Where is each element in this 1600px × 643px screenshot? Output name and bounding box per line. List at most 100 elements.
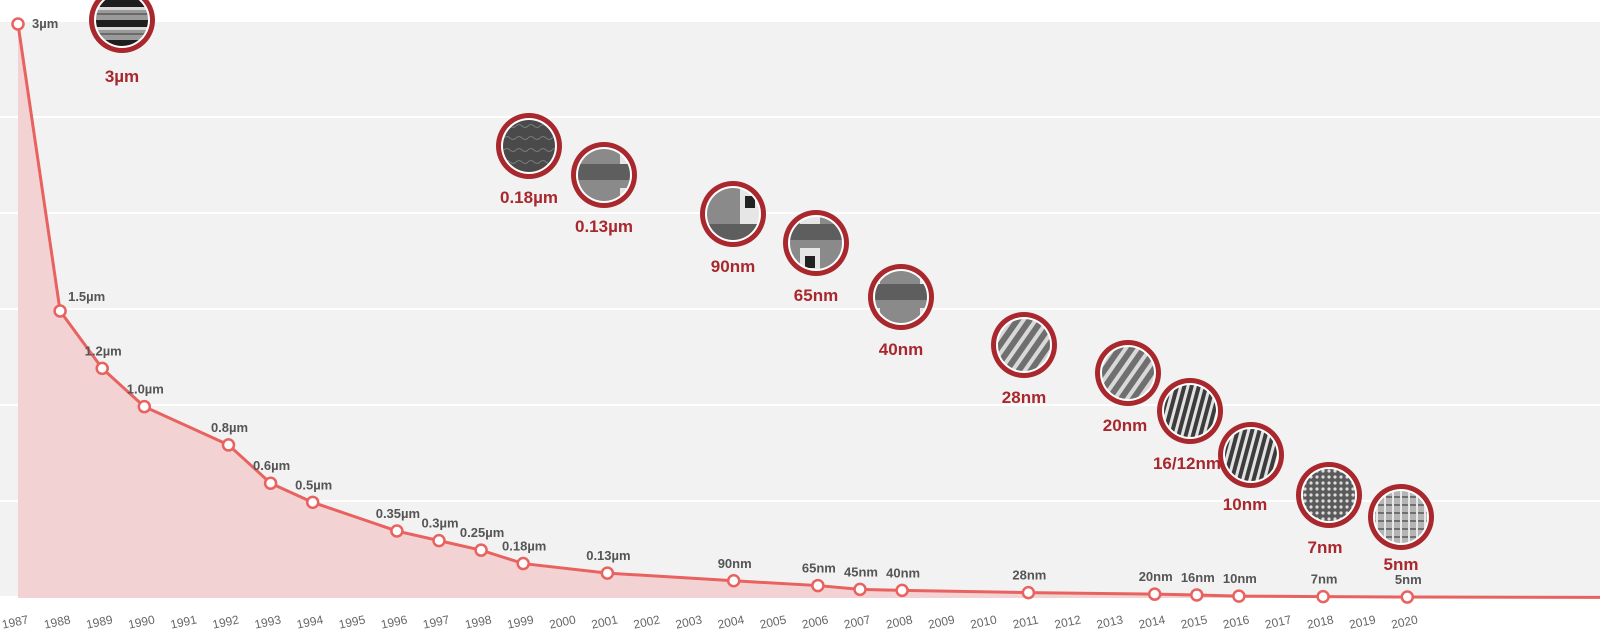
x-tick-label: 2012 [1053,612,1082,631]
x-tick-label: 1996 [380,612,409,631]
data-point [137,399,152,414]
process-node-image [1296,462,1362,528]
area-fill [18,24,1600,598]
x-tick-label: 2003 [674,612,703,631]
point-value-label: 1.2µm [85,343,122,358]
point-label-layer: 3µm1.5µm1.2µm1.0µm0.8µm0.6µm0.5µm0.35µm0… [32,16,1422,587]
point-value-label: 28nm [1012,568,1046,583]
process-node-image-layer: 3µm 0.18µm 0.13µm 90nm 65nm 40nm 28nm 20nm 16/12… [89,0,1434,574]
process-node-label: 90nm [711,257,755,276]
process-node-image [496,113,562,179]
data-point [263,476,278,490]
grid-band [0,118,1600,212]
node-texture [503,120,555,172]
point-value-label: 20nm [1139,569,1173,584]
data-point [853,582,867,597]
point-value-label: 0.5µm [295,477,332,492]
x-tick-label: 2016 [1222,612,1251,631]
x-tick-label: 1999 [506,612,535,631]
point-value-label: 16nm [1181,570,1215,585]
node-texture [578,149,630,201]
data-point [474,543,488,557]
x-tick-label: 2001 [590,612,619,631]
process-node-image [1095,340,1161,406]
x-tick-label: 2009 [927,612,956,631]
process-node-image [1157,378,1223,444]
x-tick-label: 1991 [169,612,198,631]
x-tick-label: 2008 [885,612,914,631]
node-texture [1102,347,1154,399]
data-point [1400,590,1415,604]
x-tick-label: 1989 [85,612,114,631]
x-tick-label: 2004 [716,612,745,631]
process-node-label: 28nm [1002,388,1046,407]
process-node-label: 0.13µm [575,217,633,236]
x-tick-label: 2015 [1179,612,1208,631]
data-point [1316,589,1330,604]
x-tick-label: 1998 [464,612,493,631]
process-node-image [1218,422,1284,488]
node-texture [875,271,927,323]
point-value-label: 7nm [1311,572,1338,587]
data-point [726,574,741,588]
x-tick-label: 2018 [1306,612,1335,631]
data-point [390,524,404,538]
grid-band [0,310,1600,404]
data-point [11,17,25,31]
point-value-label: 40nm [886,565,920,580]
process-node-label: 3µm [105,67,139,86]
process-node-image [1368,484,1434,550]
data-point [95,361,109,376]
x-tick-label: 2019 [1348,612,1377,631]
process-node-label: 40nm [879,340,923,359]
x-tick-label: 1992 [211,612,240,631]
process-node-image [868,264,934,330]
process-node-label: 16/12nm [1153,454,1221,473]
node-texture [998,319,1050,371]
x-tick-label: 2011 [1011,612,1039,631]
point-value-label: 5nm [1395,572,1422,587]
process-node-image [89,0,155,53]
x-tick-label: 2020 [1390,612,1419,631]
node-texture [790,217,842,269]
process-node-image [991,312,1057,378]
data-point [811,578,825,593]
point-value-label: 90nm [718,556,752,571]
node-texture [1375,491,1427,543]
process-node-image [571,142,637,208]
node-texture [707,188,759,240]
data-point [895,583,909,598]
node-texture [96,0,148,46]
data-point [1021,585,1036,600]
x-tick-label: 1995 [337,612,366,631]
x-tick-label: 1997 [422,612,451,631]
process-node-label: 20nm [1103,416,1147,435]
node-texture [1164,385,1216,437]
point-value-label: 10nm [1223,571,1257,586]
x-tick-label: 1988 [43,612,72,631]
point-value-label: 0.8µm [211,420,248,435]
x-tick-label: 2014 [1137,612,1166,631]
x-tick-label: 2000 [548,612,577,631]
point-value-label: 65nm [802,561,836,576]
node-texture [1303,469,1355,521]
data-point [1232,589,1246,603]
process-node-label: 65nm [794,286,838,305]
x-tick-label: 1990 [127,612,156,631]
x-tick-label: 2002 [632,612,661,631]
data-point [221,438,236,452]
x-tick-label: 2006 [801,612,830,631]
data-point [305,495,320,510]
process-node-image [700,181,766,247]
process-node-label: 0.18µm [500,188,558,207]
point-value-label: 0.6µm [253,458,290,473]
point-value-label: 0.25µm [460,525,504,540]
point-layer [11,17,1415,604]
data-point [1147,587,1162,601]
x-tick-label: 1994 [295,612,324,631]
data-point [1190,588,1204,602]
x-tick-label: 2010 [969,612,998,631]
point-value-label: 3µm [32,16,58,31]
data-point [600,566,615,580]
